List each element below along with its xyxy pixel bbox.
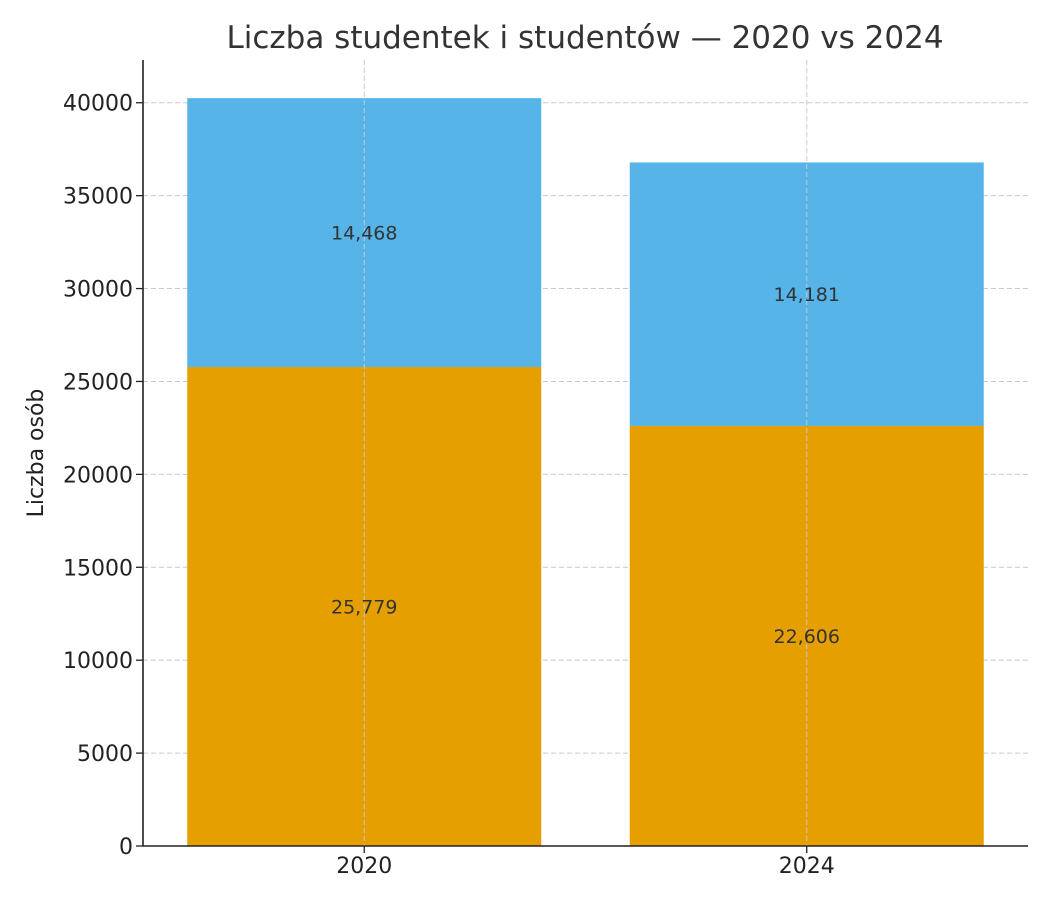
y-tick-label: 35000 <box>63 185 133 210</box>
data-labels: 25,779 14,468 22,606 14,181 <box>331 223 840 648</box>
vertical-gridlines <box>363 60 808 846</box>
y-tick-label: 15000 <box>63 556 133 581</box>
y-tick-label: 10000 <box>63 649 133 674</box>
y-tick-label: 20000 <box>63 463 133 488</box>
y-tick-label: 0 <box>119 835 133 860</box>
data-label-2020-2: 14,468 <box>331 223 397 245</box>
y-axis-label: Liczba osób <box>24 389 49 518</box>
x-tick-label-2024: 2024 <box>779 854 835 879</box>
data-label-2024-1: 22,606 <box>774 626 840 648</box>
bars <box>187 98 984 846</box>
y-tick-label: 5000 <box>77 742 133 767</box>
data-label-2020-1: 25,779 <box>331 596 397 618</box>
y-tick-label: 30000 <box>63 278 133 303</box>
y-tick-label: 40000 <box>63 92 133 117</box>
data-label-2024-2: 14,181 <box>774 284 840 306</box>
chart-title: Liczba studentek i studentów — 2020 vs 2… <box>226 20 943 56</box>
axes: 0 5000 10000 15000 20000 25000 30000 35000 40000… <box>63 60 1028 879</box>
x-tick-label-2020: 2020 <box>336 854 392 879</box>
y-tick-label: 25000 <box>63 370 133 395</box>
